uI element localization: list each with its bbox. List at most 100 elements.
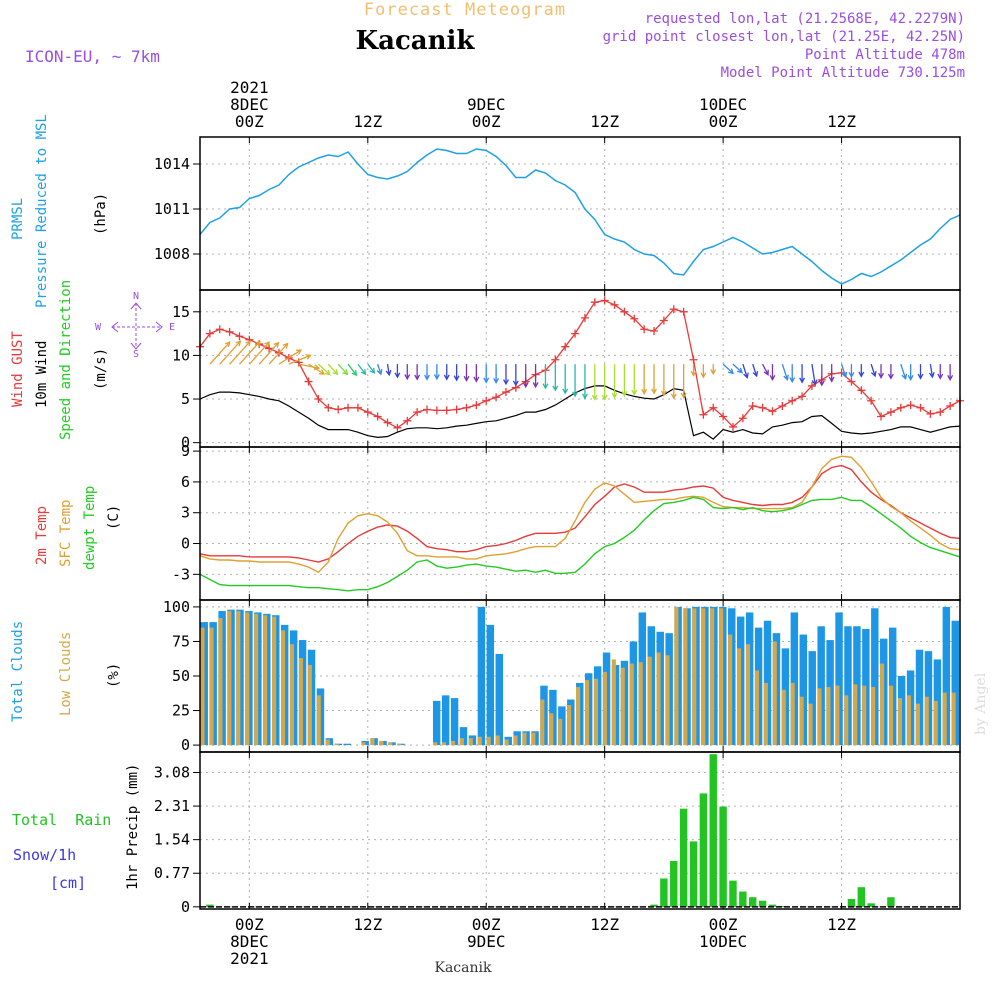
low-clouds-label: Low Clouds xyxy=(58,632,74,716)
low-cloud-bar xyxy=(880,663,885,746)
wind-frame xyxy=(199,289,961,448)
gust-point xyxy=(857,386,866,395)
total-cloud-bar xyxy=(495,653,503,746)
wind-arrow xyxy=(742,363,748,378)
low-cloud-bar xyxy=(576,687,581,746)
wind-arrow-head xyxy=(601,394,608,401)
rain-bar xyxy=(709,754,717,907)
low-cloud-bar xyxy=(567,705,572,746)
wind-arrow-head xyxy=(763,369,769,376)
wind-arrow-head xyxy=(799,377,806,384)
snow-unit-label: [cm] xyxy=(50,874,86,892)
low-cloud-bar xyxy=(397,743,402,746)
wind-arrow xyxy=(248,341,270,365)
low-cloud-bar xyxy=(692,608,697,746)
wind-arrow-head xyxy=(493,377,500,384)
gust-point xyxy=(373,412,382,421)
rain-bar xyxy=(206,904,214,907)
compass-rose: N S W E xyxy=(95,291,175,360)
low-cloud-bar xyxy=(316,695,321,746)
low-cloud-bar xyxy=(468,738,473,746)
low-cloud-bar xyxy=(781,689,786,746)
wind-arrow-head xyxy=(463,375,470,382)
wind-arrow xyxy=(357,363,366,375)
low-cloud-bar xyxy=(602,671,607,746)
wind-arrow-head xyxy=(591,394,598,401)
low-cloud-bar xyxy=(799,696,804,746)
dewpt-label: dewpt Temp xyxy=(82,486,98,570)
gridpoint-coords: grid point closest lon,lat (21.25E, 42.2… xyxy=(603,29,965,45)
wind-arrow-head xyxy=(581,393,588,400)
wind-arrow xyxy=(229,340,251,365)
gust-point xyxy=(462,403,471,412)
low-cloud-bar xyxy=(245,612,250,746)
rain-bar xyxy=(679,808,688,907)
wind-arrow-head xyxy=(848,372,855,379)
wind-arrow-head xyxy=(611,392,618,399)
prmsl-desc-label: Pressure Reduced to MSL xyxy=(34,114,50,308)
wind-arrow-head xyxy=(369,367,376,374)
low-cloud-bar xyxy=(522,732,527,746)
rain-bar xyxy=(867,903,875,907)
bottom-time-label: 2021 xyxy=(230,949,269,968)
low-cloud-bar xyxy=(450,740,455,746)
gust-point xyxy=(886,408,895,417)
gust-point xyxy=(620,307,629,316)
wind-arrow-head xyxy=(690,370,697,377)
gust-point xyxy=(580,313,589,322)
precip-ytick-label: 0 xyxy=(181,898,190,916)
temp-unit-label: (C) xyxy=(106,505,122,530)
wind-arrow-head xyxy=(736,367,743,374)
wind-arrow-head xyxy=(928,372,935,379)
wind-arrow-head xyxy=(394,372,401,379)
low-cloud-bar xyxy=(513,735,518,746)
wind-arrow xyxy=(752,363,758,377)
rain-bar xyxy=(650,904,658,907)
wind-arrow-head xyxy=(224,341,231,348)
low-cloud-bar xyxy=(379,740,384,746)
low-cloud-bar xyxy=(683,608,688,746)
wind-arrow-head xyxy=(818,380,825,387)
low-cloud-bar xyxy=(280,630,286,746)
low-cloud-bar xyxy=(817,688,822,746)
low-cloud-bar xyxy=(495,735,500,746)
low-cloud-bar xyxy=(808,703,813,746)
wind-ytick-label: 5 xyxy=(181,390,190,408)
rain-bar xyxy=(887,897,895,907)
gust-point xyxy=(650,326,659,335)
footer-location: Kacanik xyxy=(435,960,492,976)
low-cloud-bar xyxy=(459,738,464,746)
wind-arrow-head xyxy=(680,392,687,399)
wind-arrow xyxy=(327,363,338,375)
wind-arrow-head xyxy=(811,379,818,386)
temperature-ytick-label: 6 xyxy=(181,473,190,491)
low-cloud-bar xyxy=(942,692,947,746)
low-cloud-bar xyxy=(853,684,858,746)
total-cloud-bar xyxy=(835,612,843,746)
pressure-panel: 1008 1011 1014 xyxy=(154,137,961,290)
model-label: ICON-EU, ~ 7km xyxy=(25,47,160,66)
low-cloud-bar xyxy=(549,713,554,746)
wind-arrow-head xyxy=(878,372,885,379)
gust-point xyxy=(590,298,599,307)
wind-arrow-head xyxy=(700,372,707,379)
top-time-label: 10DEC xyxy=(699,95,747,114)
low-cloud-bar xyxy=(862,685,867,746)
low-cloud-bar xyxy=(915,703,920,746)
wind-labels: Wind GUST 10m Wind Speed and Direction (… xyxy=(10,280,175,440)
precip-ytick-label: 1.54 xyxy=(154,831,190,849)
gust-point xyxy=(630,314,639,323)
wind-10m-label: 10m Wind xyxy=(34,341,50,408)
bottom-time-label: 00Z xyxy=(472,915,501,934)
top-time-label: 8DEC xyxy=(230,95,269,114)
wind-arrow-head xyxy=(621,390,628,398)
total-cloud-bar xyxy=(942,606,951,746)
gust-point xyxy=(847,377,856,386)
bottom-time-label: 10DEC xyxy=(699,932,747,951)
gust-point xyxy=(699,410,708,419)
gust-point xyxy=(728,422,737,431)
low-cloud-bar xyxy=(951,692,956,746)
snow-label: Snow/1h xyxy=(13,846,76,864)
gust-point xyxy=(738,414,747,423)
